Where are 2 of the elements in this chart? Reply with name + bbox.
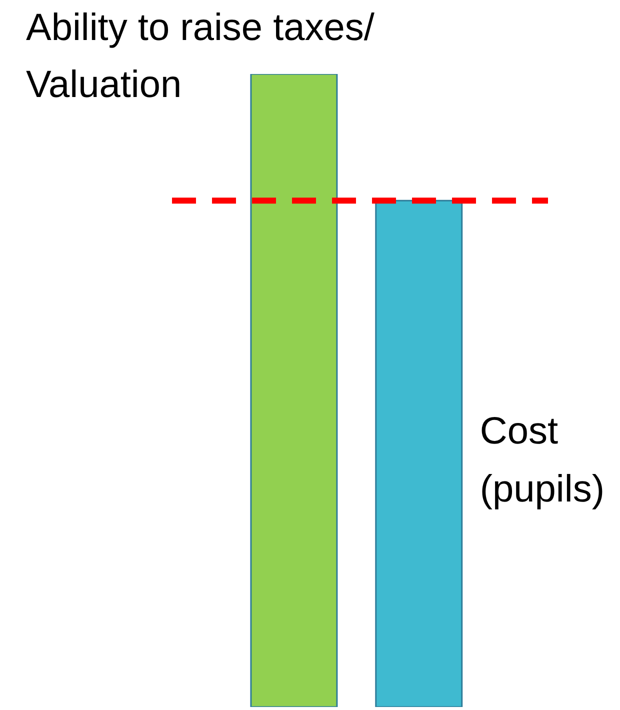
series-label: Ability to raise taxes/ Valuation <box>26 7 375 106</box>
series-label: Cost (pupils) <box>480 410 604 511</box>
